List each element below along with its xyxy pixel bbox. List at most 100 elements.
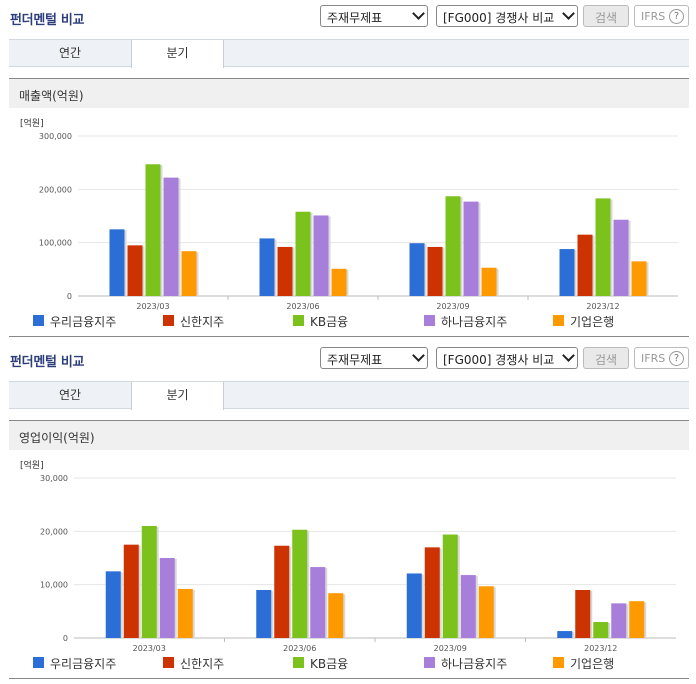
bar	[123, 544, 139, 638]
legend-label: KB금융	[310, 315, 349, 329]
tab-quarterly[interactable]: 분기	[131, 40, 224, 68]
legend-label: 기업은행	[570, 657, 615, 671]
section-title: 매출액(억원)	[19, 89, 84, 103]
bar	[109, 229, 125, 296]
legend-swatch	[553, 315, 564, 326]
legend-label: KB금융	[310, 657, 349, 671]
bar	[442, 534, 458, 638]
chart-legend: 우리금융지주 신한지주 KB금융 하나금융지주 기업은행	[0, 313, 696, 331]
legend-label: 기업은행	[570, 315, 615, 329]
bar	[613, 219, 629, 296]
bar	[328, 593, 344, 638]
x-tick-label: 2023/09	[436, 302, 469, 310]
ifrs-button[interactable]: IFRS ?	[634, 5, 689, 27]
legend-swatch	[424, 657, 435, 668]
x-tick-label: 2023/03	[136, 302, 169, 310]
help-icon[interactable]: ?	[669, 351, 684, 366]
bar	[256, 590, 272, 638]
legend-label: 하나금융지주	[441, 315, 508, 329]
panel-title: 펀더멘털 비교	[10, 13, 85, 28]
statement-select-value: 주재무제표	[327, 11, 383, 25]
bar	[463, 201, 479, 296]
bar	[577, 234, 593, 296]
bar	[159, 558, 175, 638]
legend-swatch	[293, 657, 304, 668]
section-header: 매출액(억원)	[9, 78, 689, 108]
y-tick-label: 10,000	[40, 581, 68, 590]
statement-select-value: 주재무제표	[327, 353, 383, 367]
bar	[575, 590, 591, 638]
period-tabs: 연간 분기	[9, 381, 689, 410]
compare-select[interactable]: [FG000] 경쟁사 비교	[436, 347, 578, 369]
legend-label: 하나금융지주	[441, 657, 508, 671]
statement-select[interactable]: 주재무제표	[320, 347, 428, 369]
ifrs-label: IFRS	[641, 10, 666, 23]
legend-label: 우리금융지주	[50, 315, 117, 329]
help-icon[interactable]: ?	[669, 9, 684, 24]
y-tick-label: 300,000	[39, 132, 72, 141]
tab-annual[interactable]: 연간	[58, 46, 82, 60]
bar	[424, 547, 440, 638]
bar	[611, 603, 627, 638]
legend-swatch	[553, 657, 564, 668]
divider	[9, 336, 689, 337]
bar	[277, 246, 293, 296]
bar	[460, 575, 476, 638]
bar	[127, 245, 143, 296]
period-tabs: 연간 분기	[9, 39, 689, 68]
bar	[331, 268, 347, 296]
bar	[177, 588, 193, 638]
panel-title: 펀더멘털 비교	[10, 355, 85, 370]
tab-quarterly[interactable]: 분기	[131, 382, 224, 410]
compare-select[interactable]: [FG000] 경쟁사 비교	[436, 5, 578, 27]
bar	[409, 243, 425, 296]
chevron-down-icon	[562, 7, 575, 20]
ifrs-label: IFRS	[641, 352, 666, 365]
bar	[313, 215, 329, 296]
chevron-down-icon	[562, 349, 575, 362]
section-title: 영업이익(억원)	[19, 431, 95, 445]
legend-label: 신한지주	[180, 657, 225, 671]
y-tick-label: 0	[67, 292, 72, 301]
legend-label: 우리금융지주	[50, 657, 117, 671]
section-header: 영업이익(억원)	[9, 420, 689, 450]
x-tick-label: 2023/06	[283, 644, 316, 652]
search-button[interactable]: 검색	[583, 347, 629, 369]
legend-swatch	[424, 315, 435, 326]
panel-header: 펀더멘털 비교 주재무제표 [FG000] 경쟁사 비교 검색 IFRS ?	[0, 342, 696, 374]
ifrs-button[interactable]: IFRS ?	[634, 347, 689, 369]
bar	[145, 164, 161, 296]
tab-annual[interactable]: 연간	[58, 388, 82, 402]
bar	[259, 238, 275, 296]
divider	[9, 678, 689, 679]
bar	[427, 246, 443, 296]
bar	[163, 177, 179, 296]
bar	[559, 249, 575, 296]
legend-swatch	[293, 315, 304, 326]
panel-operating-profit: 펀더멘털 비교 주재무제표 [FG000] 경쟁사 비교 검색 IFRS ? 연…	[0, 342, 696, 684]
chart-legend: 우리금융지주 신한지주 KB금융 하나금융지주 기업은행	[0, 655, 696, 673]
bar	[557, 631, 573, 638]
legend-label: 신한지주	[180, 315, 225, 329]
bar	[595, 198, 611, 296]
chevron-down-icon	[412, 7, 425, 20]
bar	[310, 567, 326, 638]
y-tick-label: 200,000	[39, 185, 72, 194]
bar	[478, 586, 494, 638]
bar	[295, 211, 311, 296]
bar	[274, 545, 290, 638]
search-button[interactable]: 검색	[583, 5, 629, 27]
bar	[445, 196, 461, 296]
statement-select[interactable]: 주재무제표	[320, 5, 428, 27]
y-tick-label: 0	[63, 634, 68, 643]
panel-revenue: 펀더멘털 비교 주재무제표 [FG000] 경쟁사 비교 검색 IFRS ? 연…	[0, 5, 696, 337]
bar	[631, 261, 647, 296]
operating-profit-chart: [억원] 0 10,000 20,000 30,000 2023/03 2023/06 202…	[20, 459, 676, 652]
bar	[593, 622, 609, 638]
legend-swatch	[33, 315, 44, 326]
legend-swatch	[33, 657, 44, 668]
compare-select-value: [FG000] 경쟁사 비교	[443, 353, 555, 367]
bar	[181, 251, 197, 296]
unit-label: [억원]	[20, 459, 44, 471]
legend-swatch	[163, 315, 174, 326]
